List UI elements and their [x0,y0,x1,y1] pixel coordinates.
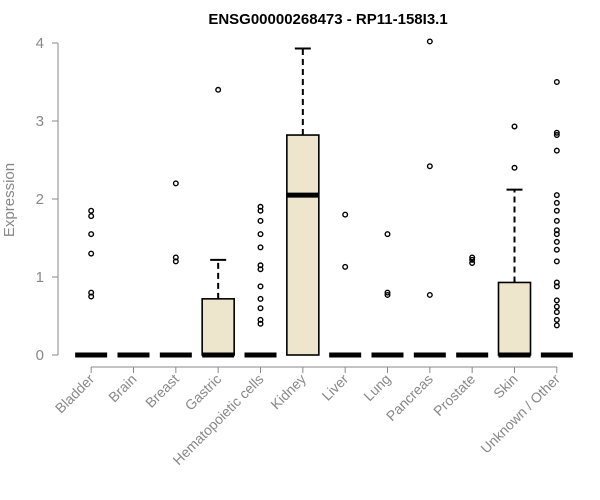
outlier-point [553,309,560,316]
outlier-point [257,262,264,269]
outlier-point [553,192,560,199]
outlier-point [553,227,560,234]
outlier-point [384,291,391,298]
outlier-point [172,180,179,187]
outlier-point [88,250,95,257]
box-breast [159,180,192,358]
box-body [286,134,320,356]
x-tick-label: Breast [142,371,182,411]
outlier-point [553,129,560,136]
outlier-point [88,289,95,296]
box-liver [329,211,362,358]
boxes-group [75,38,573,358]
y-tick-label: 3 [36,113,44,130]
outlier-point [426,291,433,298]
y-axis-label: Expression [1,163,18,237]
outlier-point [342,211,349,218]
outlier-point [426,163,433,170]
outlier-point [469,256,476,263]
box-unknown-other [540,78,573,358]
outlier-point [426,38,433,45]
y-tick-label: 0 [36,347,44,364]
y-tick-label: 2 [36,191,44,208]
outlier-point [511,164,518,171]
outlier-point [257,283,264,290]
chart-title: ENSG00000268473 - RP11-158I3.1 [208,11,447,28]
y-tick-label: 1 [36,269,44,286]
outlier-point [257,207,264,214]
outlier-point [553,238,560,245]
outlier-point [257,295,264,302]
outlier-point [553,147,560,154]
outlier-point [342,263,349,270]
y-tick-label: 4 [36,35,44,52]
outlier-point [88,207,95,214]
outlier-point [553,207,560,214]
outlier-point [384,289,391,296]
x-tick-label: Bladder [52,371,98,417]
outlier-point [553,132,560,139]
outlier-point [553,322,560,329]
outlier-point [553,297,560,304]
box-prostate [456,254,489,358]
outlier-point [553,217,560,224]
box-kidney [286,47,320,356]
outlier-point [553,258,560,265]
box-lung [371,231,404,358]
outlier-point [553,246,560,253]
x-tick-label: Skin [490,371,521,402]
x-tick-label: Liver [319,371,352,404]
outlier-point [257,231,264,238]
x-tick-label: Kidney [267,371,309,413]
outlier-point [88,231,95,238]
box-body [497,281,532,356]
outlier-point [553,279,560,286]
x-tick-label: Prostate [430,371,478,419]
outlier-point [384,231,391,238]
box-hematopoietic-cells [244,203,277,358]
outlier-point [469,254,476,261]
outlier-point [553,199,560,206]
box-body [201,298,235,356]
box-pancreas [413,38,446,358]
outlier-point [257,316,264,323]
outlier-point [511,123,518,130]
outlier-point [172,254,179,261]
box-gastric [201,86,235,358]
x-tick-label: Unknown / Other [477,371,563,457]
outlier-point [257,203,264,210]
outlier-point [257,217,264,224]
x-tick-label: Brain [105,371,139,405]
outlier-point [553,316,560,323]
outlier-point [469,259,476,266]
box-skin [497,123,532,358]
outlier-point [215,86,222,93]
box-bladder [75,207,108,358]
outlier-point [553,78,560,85]
outlier-point [88,213,95,220]
x-tick-label: Pancreas [383,371,436,424]
outlier-point [553,303,560,310]
x-tick-label: Lung [360,371,393,404]
outlier-point [257,305,264,312]
outlier-point [257,244,264,251]
